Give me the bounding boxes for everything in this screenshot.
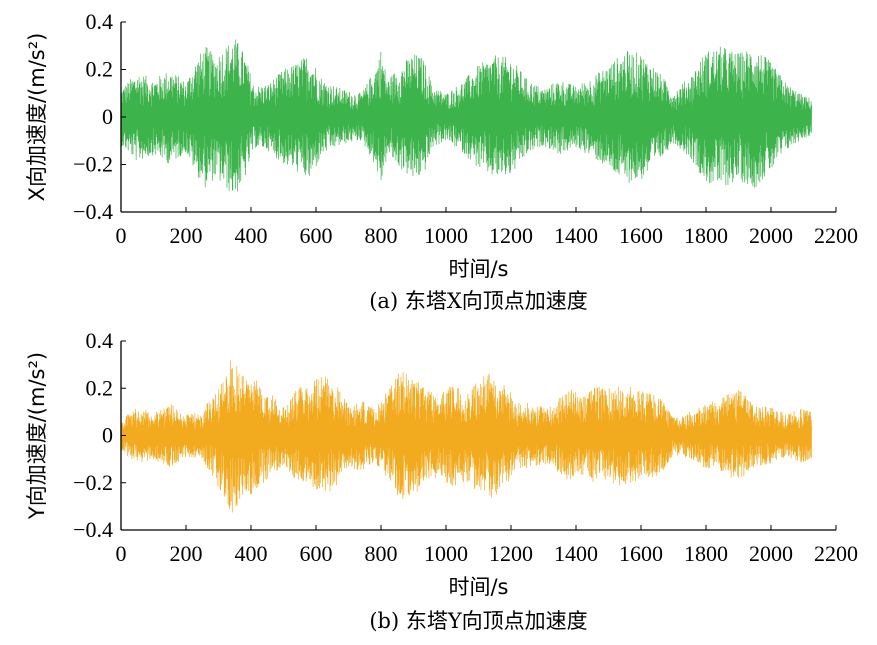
y-axis-label-b: Y向加速度/(m/s²) [25, 352, 49, 520]
x-tick-label: 1800 [684, 541, 728, 566]
x-tick-label: 400 [235, 541, 268, 566]
x-axis-label-b: 时间/s [448, 575, 508, 599]
x-tick-label: 800 [365, 541, 398, 566]
y-tick-label: 0.2 [86, 57, 114, 82]
y-tick-label: −0.4 [73, 517, 113, 542]
y-tick-label: 0 [102, 423, 113, 448]
y-ticks-a: −0.4 −0.2 0 0.2 0.4 [73, 9, 126, 224]
y-tick-label: 0.2 [86, 375, 114, 400]
x-tick-label: 800 [365, 223, 398, 248]
y-tick-label: 0 [102, 104, 113, 129]
x-axis-label-a: 时间/s [448, 257, 508, 281]
x-tick-label: 1400 [554, 541, 598, 566]
x-tick-label: 200 [170, 223, 203, 248]
y-tick-label: −0.4 [73, 199, 113, 224]
x-tick-label: 2200 [814, 223, 858, 248]
x-tick-label: 1400 [554, 223, 598, 248]
y-tick-label: −0.2 [73, 470, 113, 495]
y-tick-label: −0.2 [73, 152, 113, 177]
x-tick-label: 200 [170, 541, 203, 566]
y-tick-label: 0.4 [86, 9, 114, 34]
x-tick-label: 1000 [424, 541, 468, 566]
caption-b: (b) 东塔Y向顶点加速度 [369, 609, 587, 633]
x-tick-label: 2000 [749, 541, 793, 566]
signal-line-y [120, 360, 812, 513]
x-tick-label: 1000 [424, 223, 468, 248]
y-axis-label-a: X向加速度/(m/s²) [25, 33, 49, 202]
chart-a: −0.4 −0.2 0 0.2 0.4 0 200 400 600 800 1000 1200 140… [25, 9, 858, 313]
y-tick-label: 0.4 [86, 328, 114, 353]
x-ticks-a: 0 200 400 600 800 1000 1200 1400 1600 1800 2000 220… [116, 207, 858, 248]
caption-a: (a) 东塔X向顶点加速度 [369, 289, 588, 313]
y-ticks-b: −0.4 −0.2 0 0.2 0.4 [73, 328, 126, 542]
x-tick-label: 1200 [489, 541, 533, 566]
x-tick-label: 1600 [619, 223, 663, 248]
x-ticks-b: 0 200 400 600 800 1000 1200 1400 1600 1800 2000 220… [116, 525, 858, 566]
x-tick-label: 600 [300, 223, 333, 248]
x-tick-label: 0 [116, 223, 127, 248]
signal-line-x [120, 39, 812, 192]
chart-b: −0.4 −0.2 0 0.2 0.4 0 200 400 600 800 1000 1200 140… [25, 328, 858, 633]
x-tick-label: 0 [116, 541, 127, 566]
x-tick-label: 600 [300, 541, 333, 566]
x-tick-label: 1200 [489, 223, 533, 248]
x-tick-label: 2000 [749, 223, 793, 248]
x-tick-label: 400 [235, 223, 268, 248]
x-tick-label: 2200 [814, 541, 858, 566]
x-tick-label: 1600 [619, 541, 663, 566]
x-tick-label: 1800 [684, 223, 728, 248]
